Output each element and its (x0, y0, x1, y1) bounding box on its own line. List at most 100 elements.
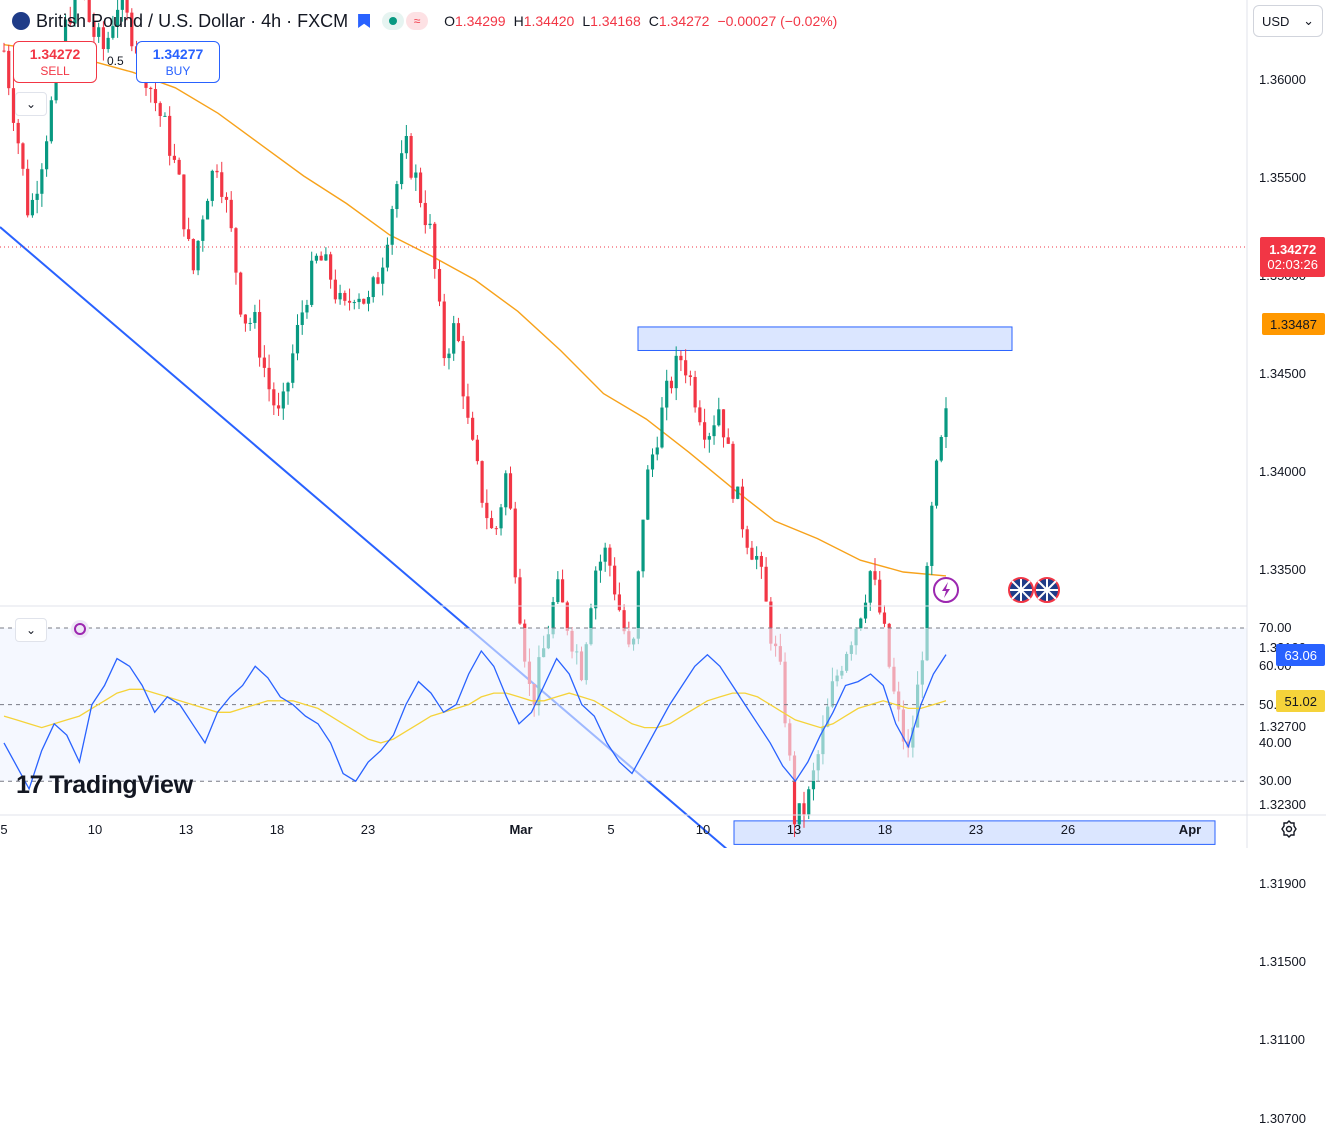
price-tick-label: 1.31900 (1259, 875, 1306, 891)
candle-body (390, 209, 394, 245)
time-tick-label: 10 (695, 822, 711, 837)
candle-body (750, 547, 754, 560)
candle-body (111, 26, 115, 38)
candle-body (456, 323, 461, 342)
bookmark-icon[interactable] (358, 14, 371, 28)
candle-body (187, 229, 191, 240)
currency-select[interactable]: USD ⌄ (1253, 5, 1323, 37)
candle-body (253, 312, 257, 323)
candle-body (262, 357, 266, 368)
candle-body (2, 50, 6, 52)
candle-body (622, 610, 626, 632)
gbp-usd-flag-icon (12, 12, 30, 30)
rsi-value-tag: 63.06 (1276, 644, 1325, 666)
candle-body (338, 292, 342, 300)
ma-value-tag: 1.33487 (1262, 313, 1325, 335)
candle-body (305, 304, 309, 313)
candle-body (731, 443, 735, 499)
buy-button[interactable]: 1.34277 BUY (136, 41, 220, 83)
candle-body (740, 486, 745, 530)
symbol-title[interactable]: British Pound / U.S. Dollar · 4h · FXCM (36, 10, 349, 31)
candle-body (362, 298, 366, 304)
candle-body (243, 314, 248, 324)
candle-body (508, 473, 513, 509)
candle-body (650, 454, 655, 470)
moving-average (3, 44, 947, 577)
tradingview-logo-mark: 17 (16, 771, 44, 799)
tradingview-logo[interactable]: 17 TradingView (16, 771, 193, 800)
candle-body (343, 292, 347, 301)
collapse-legend-button[interactable]: ⌄ (15, 92, 47, 116)
candle-body (769, 601, 773, 644)
candle-body (679, 355, 683, 361)
candle-body (352, 302, 356, 304)
candle-body (556, 579, 560, 603)
rsi-line (3, 649, 947, 791)
candle-body (608, 547, 612, 566)
candle-body (613, 565, 617, 595)
collapse-rsi-legend-button[interactable]: ⌄ (15, 618, 47, 642)
candle-body (418, 172, 423, 203)
candle-body (447, 353, 451, 359)
candle-body (859, 618, 863, 629)
candle-body (485, 502, 489, 519)
rsi-tick-label: 30.00 (1259, 773, 1292, 789)
candle-body (873, 571, 877, 580)
candle-body (201, 219, 205, 241)
candle-body (882, 612, 887, 624)
candle-body (329, 254, 333, 280)
candle-body (461, 341, 465, 397)
candle-body (40, 169, 44, 194)
candle-body (45, 141, 49, 170)
sell-button[interactable]: 1.34272 SELL (13, 41, 97, 83)
candle-body (702, 422, 707, 440)
candle-body (736, 486, 740, 499)
candle-body (660, 407, 664, 448)
candle-body (726, 437, 730, 444)
time-tick-label: Apr (1178, 822, 1202, 837)
candle-body (21, 143, 25, 169)
candle-body (589, 608, 593, 645)
candle-body (442, 301, 446, 359)
candle-body (504, 473, 508, 508)
candle-body (333, 279, 337, 300)
candle-body (281, 391, 285, 409)
gear-icon[interactable] (1280, 820, 1298, 838)
candle-body (63, 19, 68, 53)
candle-body (466, 396, 470, 418)
candle-body (409, 135, 413, 178)
time-tick-label: 18 (269, 822, 285, 837)
candle-body (698, 407, 702, 423)
candle-body (130, 12, 134, 47)
rsi-tick-label: 70.00 (1259, 620, 1292, 635)
currency-label: USD (1262, 13, 1290, 29)
candle-body (168, 115, 172, 156)
lightning-icon-glyph (942, 582, 950, 598)
candle-body (400, 153, 404, 185)
candle-body (182, 174, 186, 230)
candle-body (792, 755, 797, 825)
candle-body (717, 409, 721, 426)
market-status[interactable]: ≈ (382, 12, 429, 30)
candle-body (404, 135, 408, 154)
candle-body (177, 159, 181, 175)
candle-body (347, 300, 352, 303)
candle-body (930, 505, 934, 566)
candle-body (688, 375, 692, 377)
candle-body (603, 547, 607, 562)
price-tick-label: 1.30700 (1259, 1110, 1306, 1126)
rsi-band (0, 628, 1247, 781)
price-tick-label: 1.32300 (1259, 797, 1306, 813)
candle-body (286, 382, 290, 392)
candle-body (414, 172, 418, 178)
chevron-down-icon: ⌄ (25, 97, 37, 111)
candle-body (120, 0, 124, 10)
chart-canvas[interactable] (0, 0, 1326, 848)
candle-body (475, 439, 479, 462)
candle-body (802, 803, 806, 815)
time-tick-label: 10 (87, 822, 103, 837)
candle-body (868, 571, 872, 603)
candle-body (16, 122, 20, 144)
candle-body (707, 436, 711, 440)
time-tick-label: 5 (607, 822, 615, 837)
